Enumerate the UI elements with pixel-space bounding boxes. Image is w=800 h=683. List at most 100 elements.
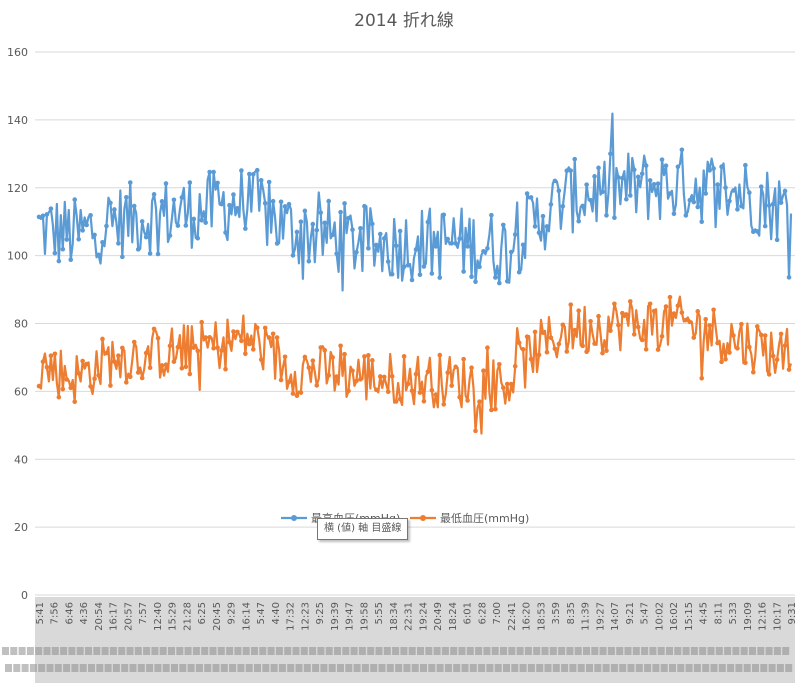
legend-label: 最低血圧(mmHg) — [440, 511, 529, 525]
x-date-label-fragment — [378, 664, 386, 672]
x-tick-label: 7:56 — [50, 602, 61, 624]
data-point — [366, 246, 371, 251]
x-date-label-fragment — [599, 647, 607, 655]
data-point — [247, 341, 252, 347]
data-point — [338, 209, 343, 215]
data-point — [385, 389, 391, 395]
x-date-label-fragment — [652, 664, 660, 672]
x-date-label-fragment — [610, 664, 618, 672]
data-point — [374, 387, 379, 393]
data-point — [219, 201, 224, 207]
data-point — [469, 274, 474, 280]
data-point — [167, 233, 173, 238]
data-point — [104, 350, 109, 356]
x-tick-label: 12:16 — [758, 602, 769, 631]
x-date-label-fragment — [342, 647, 350, 655]
data-point — [449, 383, 455, 388]
x-date-label-fragment — [85, 647, 92, 655]
data-point — [370, 221, 375, 227]
x-axis-date-labels — [2, 647, 793, 672]
data-point — [500, 222, 506, 228]
data-point — [627, 299, 633, 304]
data-point — [608, 151, 613, 157]
x-tick-label: 22:41 — [507, 602, 518, 631]
data-point — [508, 381, 514, 387]
data-point — [302, 208, 308, 214]
data-point — [409, 277, 415, 283]
data-point — [651, 308, 657, 314]
x-date-label-fragment — [204, 664, 212, 672]
data-point — [171, 359, 177, 364]
data-point — [552, 346, 558, 352]
x-date-label-fragment — [245, 664, 253, 672]
data-point — [124, 380, 129, 385]
data-point — [758, 184, 764, 189]
data-point — [401, 264, 407, 269]
x-date-label-fragment — [217, 647, 225, 655]
data-point — [183, 223, 189, 228]
x-date-label-fragment — [337, 664, 344, 672]
x-tick-label: 5:55 — [374, 602, 385, 624]
data-point — [556, 188, 562, 194]
data-point — [266, 335, 272, 340]
data-point — [72, 197, 78, 202]
data-point — [778, 200, 784, 205]
data-point — [231, 329, 236, 334]
data-point — [600, 350, 605, 356]
x-tick-label: 12:23 — [300, 602, 311, 631]
data-point — [377, 231, 383, 237]
x-tick-label: 20:54 — [94, 602, 105, 631]
data-point — [68, 257, 74, 263]
data-point — [215, 345, 220, 351]
x-date-label-fragment — [367, 647, 375, 655]
data-point — [564, 349, 570, 354]
data-point — [322, 347, 328, 353]
gridlines — [35, 51, 795, 596]
x-date-label-fragment — [38, 664, 46, 672]
x-date-label-fragment — [134, 647, 142, 655]
data-point — [389, 271, 395, 277]
data-point — [88, 213, 93, 218]
data-point — [318, 345, 324, 350]
data-point — [120, 254, 125, 260]
data-point — [473, 279, 478, 285]
data-point — [40, 213, 46, 219]
data-point — [44, 364, 50, 370]
data-point — [604, 348, 609, 354]
data-point — [572, 327, 578, 333]
data-point — [377, 374, 383, 379]
data-point — [80, 358, 85, 364]
data-point — [497, 361, 502, 367]
data-point — [711, 307, 716, 313]
data-point — [254, 325, 260, 330]
data-point — [616, 322, 621, 328]
x-tick-label: 6:46 — [64, 602, 75, 624]
data-point — [199, 319, 205, 325]
x-tick-label: 18:24 — [448, 602, 459, 631]
x-date-label-fragment — [29, 664, 37, 672]
data-point — [44, 212, 50, 217]
x-tick-label: 5:33 — [728, 602, 739, 624]
data-point — [747, 344, 752, 350]
data-point — [528, 356, 534, 362]
x-tick-label: 14:07 — [610, 602, 621, 631]
data-point — [342, 201, 347, 206]
data-point — [655, 347, 661, 352]
x-date-label-fragment — [220, 664, 228, 672]
x-date-label-fragment — [2, 647, 9, 655]
x-date-label-fragment — [417, 647, 424, 655]
data-point — [334, 251, 339, 256]
x-date-label-fragment — [619, 664, 627, 672]
data-point — [588, 197, 593, 203]
data-point — [187, 371, 193, 377]
data-point — [711, 166, 716, 171]
data-point — [278, 377, 284, 383]
x-date-label-fragment — [370, 664, 378, 672]
x-date-label-fragment — [749, 647, 756, 655]
data-point — [532, 329, 538, 335]
data-point — [56, 394, 62, 400]
data-point — [155, 251, 161, 257]
x-date-label-fragment — [309, 647, 317, 655]
x-date-label-fragment — [251, 647, 258, 655]
y-tick-label: 140 — [7, 114, 28, 127]
